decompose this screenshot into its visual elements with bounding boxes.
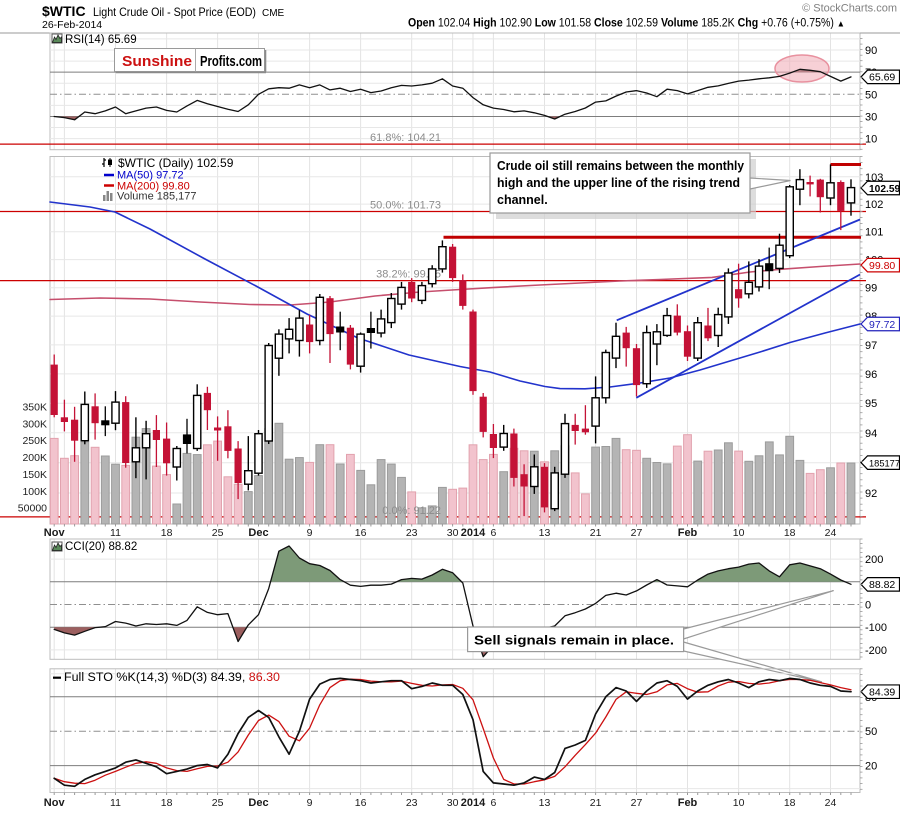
- svg-text:94: 94: [865, 428, 877, 440]
- svg-text:MA(200) 99.80: MA(200) 99.80: [117, 181, 190, 193]
- svg-text:18: 18: [784, 527, 796, 539]
- svg-text:0: 0: [865, 600, 871, 612]
- svg-text:RSI(14) 65.69: RSI(14) 65.69: [65, 34, 137, 46]
- svg-text:9: 9: [307, 527, 313, 539]
- svg-text:99.80: 99.80: [869, 260, 895, 272]
- svg-text:90: 90: [865, 45, 877, 57]
- svg-text:250K: 250K: [22, 435, 47, 447]
- svg-text:99: 99: [865, 283, 877, 295]
- svg-text:CME: CME: [262, 8, 285, 19]
- svg-text:Sunshine: Sunshine: [122, 53, 192, 70]
- svg-text:11: 11: [110, 527, 121, 539]
- svg-text:high and the upper line of the: high and the upper line of the rising tr…: [497, 176, 740, 190]
- svg-text:24: 24: [825, 527, 837, 539]
- svg-text:channel.: channel.: [497, 193, 548, 207]
- svg-text:27: 27: [631, 797, 643, 809]
- svg-text:2014: 2014: [461, 797, 486, 809]
- svg-text:16: 16: [355, 797, 367, 809]
- svg-text:102.59: 102.59: [869, 184, 900, 195]
- svg-text:Full STO %K(14,3) %D(3) 84.39,: Full STO %K(14,3) %D(3) 84.39, 86.30: [64, 672, 280, 684]
- svg-text:11: 11: [110, 797, 121, 809]
- svg-text:100K: 100K: [22, 486, 47, 498]
- svg-text:30: 30: [865, 112, 877, 124]
- svg-text:102: 102: [865, 199, 883, 211]
- svg-text:9: 9: [307, 797, 313, 809]
- svg-text:Open 102.04 High 102.90 Low 10: Open 102.04 High 102.90 Low 101.58 Close…: [408, 18, 845, 30]
- svg-text:24: 24: [825, 797, 837, 809]
- svg-text:-100: -100: [865, 622, 887, 634]
- svg-text:Dec: Dec: [248, 797, 268, 809]
- svg-text:96: 96: [865, 369, 877, 381]
- svg-text:92: 92: [865, 488, 877, 500]
- svg-text:23: 23: [406, 527, 418, 539]
- svg-text:30: 30: [447, 797, 459, 809]
- svg-text:18: 18: [784, 797, 796, 809]
- svg-text:13: 13: [539, 797, 551, 809]
- svg-text:200K: 200K: [22, 452, 47, 464]
- svg-text:© StockCharts.com: © StockCharts.com: [802, 3, 897, 15]
- svg-text:26-Feb-2014: 26-Feb-2014: [42, 19, 102, 31]
- svg-text:21: 21: [590, 527, 602, 539]
- svg-text:350K: 350K: [22, 402, 47, 414]
- svg-text:CCI(20) 88.82: CCI(20) 88.82: [65, 541, 137, 553]
- svg-text:6: 6: [490, 797, 496, 809]
- svg-text:-200: -200: [865, 645, 887, 657]
- svg-text:95: 95: [865, 398, 877, 410]
- svg-text:Dec: Dec: [248, 527, 268, 539]
- svg-text:Crude oil still remains betwee: Crude oil still remains between the mont…: [497, 159, 744, 173]
- svg-text:16: 16: [355, 527, 367, 539]
- svg-text:21: 21: [590, 797, 602, 809]
- svg-text:150K: 150K: [22, 469, 47, 481]
- svg-text:Sell signals remain in place.: Sell signals remain in place.: [474, 634, 674, 648]
- svg-text:65.69: 65.69: [869, 72, 895, 84]
- svg-text:18: 18: [161, 527, 173, 539]
- svg-text:50.0%: 101.73: 50.0%: 101.73: [370, 200, 441, 212]
- svg-text:97: 97: [865, 340, 877, 352]
- svg-text:MA(50) 97.72: MA(50) 97.72: [117, 170, 184, 182]
- svg-text:185177: 185177: [869, 458, 900, 468]
- svg-text:Nov: Nov: [44, 797, 66, 809]
- svg-text:101: 101: [865, 227, 883, 239]
- svg-text:25: 25: [212, 527, 224, 539]
- svg-text:13: 13: [539, 527, 551, 539]
- svg-text:0.0%: 91.22: 0.0%: 91.22: [382, 505, 441, 517]
- svg-text:30: 30: [447, 527, 459, 539]
- svg-text:$WTIC: $WTIC: [42, 3, 86, 19]
- svg-text:$WTIC (Daily) 102.59: $WTIC (Daily) 102.59: [118, 156, 234, 170]
- svg-text:25: 25: [212, 797, 224, 809]
- svg-text:20: 20: [865, 761, 877, 773]
- svg-text:84.39: 84.39: [869, 687, 895, 699]
- svg-text:97.72: 97.72: [869, 319, 895, 331]
- svg-text:27: 27: [631, 527, 643, 539]
- svg-text:10: 10: [733, 797, 745, 809]
- svg-text:Profits.com: Profits.com: [200, 53, 262, 70]
- svg-text:10: 10: [865, 134, 877, 146]
- svg-text:23: 23: [406, 797, 418, 809]
- svg-text:2014: 2014: [461, 527, 486, 539]
- svg-text:Volume 185,177: Volume 185,177: [117, 191, 197, 203]
- svg-text:88.82: 88.82: [869, 579, 895, 591]
- svg-text:Light Crude Oil - Spot Price (: Light Crude Oil - Spot Price (EOD): [93, 5, 256, 19]
- svg-text:50: 50: [865, 726, 877, 738]
- svg-text:6: 6: [490, 527, 496, 539]
- svg-text:Nov: Nov: [44, 527, 66, 539]
- svg-text:38.2%: 99.25: 38.2%: 99.25: [376, 269, 441, 281]
- svg-text:200: 200: [865, 554, 883, 566]
- svg-text:Feb: Feb: [678, 797, 698, 809]
- svg-text:50000: 50000: [18, 503, 47, 515]
- svg-text:Feb: Feb: [678, 527, 698, 539]
- svg-text:50: 50: [865, 89, 877, 101]
- svg-text:61.8%: 104.21: 61.8%: 104.21: [370, 132, 441, 144]
- svg-text:10: 10: [733, 527, 745, 539]
- svg-text:18: 18: [161, 797, 173, 809]
- svg-text:300K: 300K: [22, 418, 47, 430]
